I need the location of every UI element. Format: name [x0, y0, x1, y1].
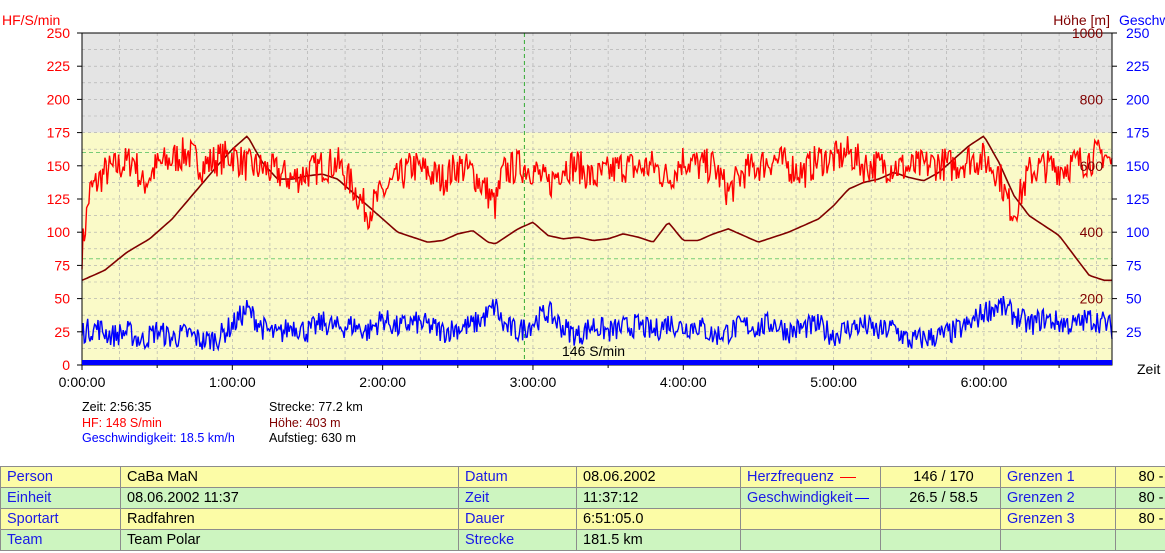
- left-axis-tick-label: 50: [54, 291, 70, 307]
- speed-axis-tick-label: 200: [1126, 91, 1150, 107]
- sportart-label: Sportart: [0, 508, 121, 530]
- strecke-label: Strecke: [458, 529, 577, 551]
- x-axis-tick-label: 5:00:00: [810, 374, 857, 390]
- table-row: Sportart Radfahren Dauer 6:51:05.0 Grenz…: [0, 508, 1165, 530]
- datum-value: 08.06.2002: [576, 466, 741, 488]
- hr-limit-lines: [82, 33, 1112, 365]
- cursor-ascent: Aufstieg: 630 m: [269, 431, 356, 445]
- cursor-hr: HF: 148 S/min: [82, 415, 162, 430]
- empty-cell: [1115, 529, 1165, 551]
- empty-cell: [740, 529, 881, 551]
- x-axis-tick-label: 3:00:00: [510, 374, 557, 390]
- series-group: [81, 135, 1113, 352]
- speed-axis-tick-label: 25: [1126, 324, 1142, 340]
- dauer-label: Dauer: [458, 508, 577, 530]
- grenzen3-value: 80 -: [1115, 508, 1165, 530]
- einheit-value: 08.06.2002 11:37: [120, 487, 459, 509]
- empty-cell: [740, 508, 881, 530]
- geschwindigkeit-value: 26.5 / 58.5: [880, 487, 1001, 509]
- zeit-label: Zeit: [458, 487, 577, 509]
- grenzen2-label: Grenzen 2: [1000, 487, 1116, 509]
- grenzen3-label: Grenzen 3: [1000, 508, 1116, 530]
- speed-axis-tick-label: 175: [1126, 125, 1150, 141]
- sportart-value: Radfahren: [120, 508, 459, 530]
- altitude-axis-tick-label: 1000: [1072, 25, 1103, 41]
- hr-legend-line-icon: [840, 476, 857, 478]
- cursor-distance: Strecke: 77.2 km: [269, 400, 363, 414]
- x-axis-title: Zeit: [1137, 361, 1160, 377]
- geschwindigkeit-label: Geschwindigkeit: [740, 487, 881, 509]
- grenzen1-label: Grenzen 1: [1000, 466, 1116, 488]
- axes-group: 2502252001751501251007550250100080060040…: [47, 25, 1150, 390]
- x-axis-tick-label: 6:00:00: [961, 374, 1008, 390]
- x-axis-tick-label: 1:00:00: [209, 374, 256, 390]
- herzfrequenz-label: Herzfrequenz: [740, 466, 881, 488]
- datum-label: Datum: [458, 466, 577, 488]
- grenzen1-value: 80 -: [1115, 466, 1165, 488]
- speed-axis-tick-label: 125: [1126, 191, 1150, 207]
- cursor-time: Zeit: 2:56:35: [82, 400, 152, 414]
- altitude-axis-tick-label: 400: [1080, 224, 1104, 240]
- person-label: Person: [0, 466, 121, 488]
- speed-axis-tick-label: 150: [1126, 158, 1150, 174]
- left-axis-tick-label: 0: [62, 357, 70, 373]
- table-row: Einheit 08.06.2002 11:37 Zeit 11:37:12 G…: [0, 487, 1165, 509]
- time-baseline-bar: [82, 360, 1112, 365]
- altitude-axis-tick-label: 600: [1080, 158, 1104, 174]
- strecke-value: 181.5 km: [576, 529, 741, 551]
- left-axis-tick-label: 125: [47, 191, 71, 207]
- left-axis-tick-label: 150: [47, 158, 71, 174]
- altitude-axis-tick-label: 800: [1080, 91, 1104, 107]
- empty-cell: [880, 529, 1001, 551]
- cursor-speed: Geschwindigkeit: 18.5 km/h: [82, 431, 235, 445]
- series-hr-line: [81, 136, 1113, 270]
- session-info-table: Person CaBa MaN Datum 08.06.2002 Herzfre…: [0, 466, 1165, 551]
- altitude-axis-tick-label: 200: [1080, 291, 1104, 307]
- table-row: Team Team Polar Strecke 181.5 km: [0, 529, 1165, 551]
- person-value: CaBa MaN: [120, 466, 459, 488]
- team-value: Team Polar: [120, 529, 459, 551]
- x-axis-tick-label: 4:00:00: [660, 374, 707, 390]
- left-axis-tick-label: 100: [47, 224, 71, 240]
- grid-lines: [81, 32, 1112, 366]
- plot-area: [82, 33, 1112, 365]
- altitude-axis-title: Höhe [m]: [1053, 12, 1110, 28]
- speed-axis-tick-label: 100: [1126, 224, 1150, 240]
- zeit-value: 11:37:12: [576, 487, 741, 509]
- dauer-value: 6:51:05.0: [576, 508, 741, 530]
- speed-axis-tick-label: 225: [1126, 58, 1150, 74]
- left-axis-tick-label: 75: [54, 257, 70, 273]
- grenzen2-value: 80 -: [1115, 487, 1165, 509]
- left-axis-tick-label: 200: [47, 91, 71, 107]
- speed-axis-tick-label: 50: [1126, 291, 1142, 307]
- empty-cell: [880, 508, 1001, 530]
- speed-axis-title: Geschw: [1119, 12, 1165, 28]
- left-axis-tick-label: 225: [47, 58, 71, 74]
- cursor-annotation: 146 S/min: [562, 343, 625, 359]
- einheit-label: Einheit: [0, 487, 121, 509]
- team-label: Team: [0, 529, 121, 551]
- cursor-altitude: Höhe: 403 m: [269, 415, 341, 430]
- table-row: Person CaBa MaN Datum 08.06.2002 Herzfre…: [0, 466, 1165, 488]
- left-axis-tick-label: 175: [47, 125, 71, 141]
- herzfrequenz-value: 146 / 170: [880, 466, 1001, 488]
- x-axis-tick-label: 2:00:00: [359, 374, 406, 390]
- speed-legend-line-icon: [854, 497, 869, 499]
- series-speed-line: [81, 295, 1113, 352]
- plot-upper-background: [82, 33, 1112, 133]
- speed-axis-tick-label: 75: [1126, 257, 1142, 273]
- left-axis-tick-label: 25: [54, 324, 70, 340]
- x-axis-tick-label: 0:00:00: [59, 374, 106, 390]
- speed-axis-tick-label: 250: [1126, 25, 1150, 41]
- left-axis-tick-label: 250: [47, 25, 71, 41]
- training-chart: 2502252001751501251007550250100080060040…: [2, 12, 1165, 390]
- empty-cell: [1000, 529, 1116, 551]
- left-axis-title: HF/S/min: [2, 12, 60, 28]
